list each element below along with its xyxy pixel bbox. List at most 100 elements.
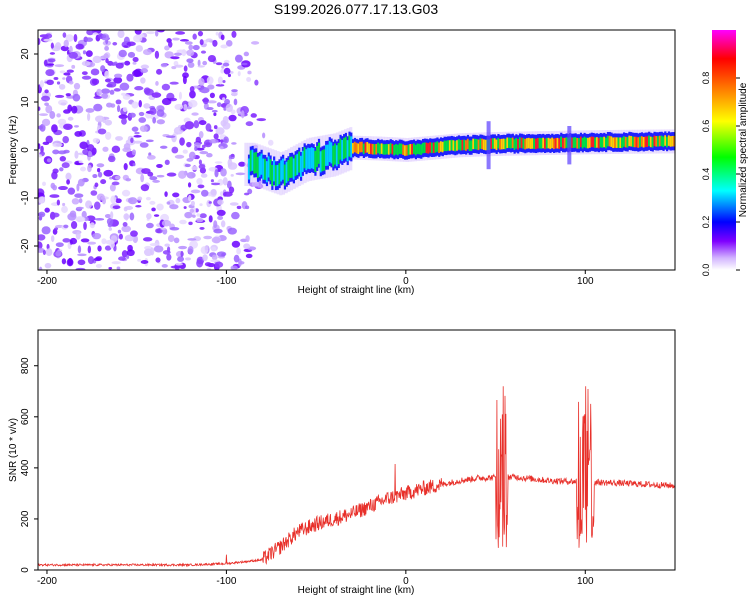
spectrogram-ridge-cell	[386, 143, 389, 155]
snr-frame	[37, 329, 676, 571]
spectrogram-noise-speckle	[42, 181, 46, 187]
spectrogram-noise-speckle	[194, 146, 198, 151]
spectrogram-ridge-cell	[590, 136, 593, 148]
spectrogram-ridge-cell	[256, 156, 260, 178]
spectrogram-noise-speckle	[240, 110, 245, 119]
spectrogram-noise-speckle	[215, 62, 223, 66]
spectrogram-ridge-cell	[341, 139, 344, 162]
spectrogram-noise-speckle	[76, 217, 83, 223]
spectrogram-noise-speckle	[154, 50, 160, 59]
spectrogram-noise-speckle	[182, 75, 187, 85]
spectrogram-noise-speckle	[189, 208, 195, 213]
spectrogram-noise-speckle	[156, 174, 165, 178]
spectrogram-noise-speckle	[80, 238, 90, 243]
spectrogram-noise-speckle	[201, 144, 206, 149]
spectrogram-ridge-cell	[477, 139, 480, 151]
spectrogram-noise-speckle	[69, 210, 77, 218]
spectrogram-noise-speckle	[111, 261, 121, 265]
spectrogram-noise-speckle	[245, 235, 250, 243]
spectrogram-noise-speckle	[97, 171, 103, 178]
spectrogram-noise-speckle	[237, 71, 241, 77]
spectrogram-noise-speckle	[106, 102, 113, 108]
spectrogram-ridge-cell	[526, 138, 529, 149]
spectrogram-ridge-cell	[556, 137, 559, 149]
spectrogram-noise-speckle	[131, 149, 137, 156]
spectrogram-ridge-cell	[258, 155, 261, 177]
spectrogram-ridge-cell	[637, 137, 640, 148]
spectrogram-noise-speckle	[233, 254, 240, 263]
spectrogram-noise-speckle	[140, 174, 145, 183]
spectrogram-ridge-cell	[350, 136, 353, 158]
spectrogram-noise-speckle	[161, 83, 171, 91]
spectrogram-noise-speckle	[61, 162, 70, 169]
spectrogram-noise-speckle	[117, 30, 125, 39]
spectrogram-noise-speckle	[104, 245, 112, 251]
spectrogram-noise-speckle	[182, 149, 188, 154]
spectrogram-noise-speckle	[73, 33, 78, 43]
spectrogram-ridge-cell	[669, 136, 672, 147]
spectrogram-noise-speckle	[213, 220, 218, 229]
spectrogram-noise-speckle	[62, 238, 71, 243]
spectrogram-noise-speckle	[74, 125, 79, 128]
spectrogram-ridge-cell	[265, 161, 269, 183]
spectrogram-noise-speckle	[168, 41, 173, 48]
spectrogram-ridge-cell	[622, 136, 626, 147]
spectrogram-ridge-cell	[475, 139, 479, 150]
spectrogram-xtick-label: -200	[37, 276, 57, 287]
spectrogram-noise-speckle	[39, 80, 44, 88]
spectrogram-ridge-cell	[411, 143, 414, 155]
spectrogram-ridge-cell	[545, 137, 549, 149]
spectrogram-ridge-cell	[439, 141, 443, 152]
spectrogram-noise-speckle	[51, 124, 58, 133]
spectrogram-noise-speckle	[44, 59, 48, 67]
spectrogram-ridge-cell	[538, 137, 541, 149]
spectrogram-noise-speckle	[141, 168, 151, 174]
spectrogram-ridge-cell	[369, 143, 373, 155]
snr-xtick-label: 0	[403, 576, 409, 587]
spectrogram-noise-speckle	[81, 71, 88, 76]
spectrogram-ridge-cell	[323, 149, 326, 171]
spectrogram-noise-speckle	[145, 139, 154, 143]
spectrogram-noise-speckle	[161, 97, 172, 106]
spectrogram-ridge-cell	[552, 138, 556, 150]
snr-ytick-label: 200	[20, 510, 31, 527]
spectrogram-noise-speckle	[70, 221, 78, 230]
spectrogram-noise-speckle	[146, 31, 156, 35]
spectrogram-noise-speckle	[216, 209, 226, 217]
spectrogram-noise-speckle	[220, 168, 227, 177]
spectrogram-ridge-cell	[649, 136, 653, 148]
spectrogram-xtick-label: -100	[216, 276, 236, 287]
spectrogram-noise-speckle	[138, 100, 142, 108]
spectrogram-ridge-cell	[441, 141, 444, 153]
spectrogram-noise-speckle	[222, 97, 226, 101]
spectrogram-noise-speckle	[225, 103, 233, 113]
spectrogram-ridge-cell	[646, 136, 649, 147]
spectrogram-noise-speckle	[206, 76, 214, 85]
spectrogram-ridge-cell	[301, 150, 304, 172]
spectrogram-xtick-label: 0	[403, 276, 409, 287]
spectrogram-ridge-cell	[312, 147, 315, 170]
spectrogram-ridge-cell	[515, 138, 518, 149]
spectrogram-ridge-cell	[667, 135, 671, 146]
spectrogram-noise-speckle	[66, 69, 74, 73]
spectrogram-ridge-cell	[357, 143, 360, 155]
spectrogram-noise-speckle	[124, 234, 135, 242]
spectrogram-noise-speckle	[192, 44, 200, 51]
spectrogram-noise-speckle	[202, 254, 208, 262]
spectrogram-noise-speckle	[146, 155, 156, 160]
spectrogram-noise-speckle	[93, 201, 101, 210]
spectrogram-noise-speckle	[93, 103, 103, 112]
spectrogram-noise-speckle	[68, 51, 78, 59]
colorbar-tick-label: 0.0	[701, 264, 711, 277]
spectrogram-ridge-cell	[648, 135, 651, 147]
spectrogram-ridge-cell	[662, 136, 665, 148]
spectrogram-ridge-cell	[362, 143, 365, 155]
spectrogram-noise-speckle	[138, 111, 145, 117]
spectrogram-noise-speckle	[85, 50, 93, 58]
spectrogram-noise-speckle	[44, 33, 53, 39]
spectrogram-noise-speckle	[92, 137, 100, 144]
spectrogram-noise-speckle	[208, 215, 213, 223]
spectrogram-ridge-cell	[606, 135, 610, 147]
spectrogram-noise-speckle	[142, 237, 153, 242]
